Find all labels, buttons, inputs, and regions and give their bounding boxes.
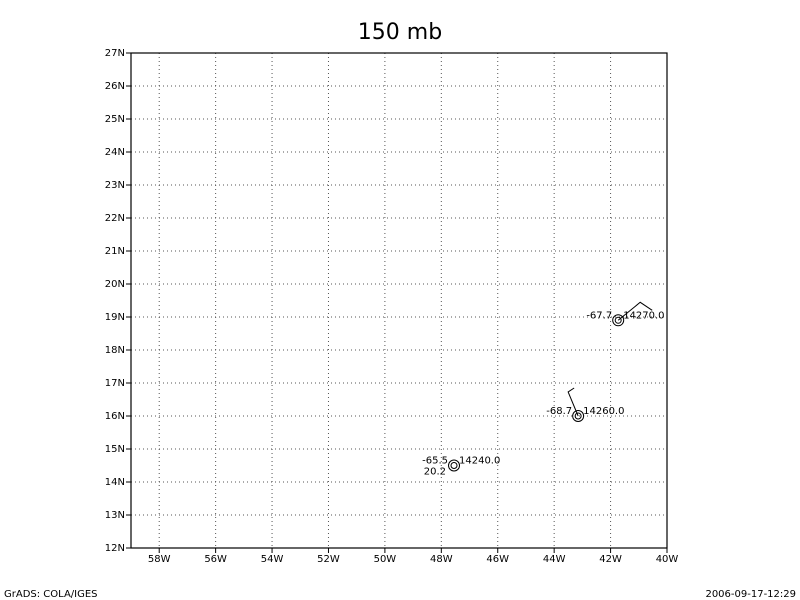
x-tick-label: 40W bbox=[656, 554, 679, 565]
x-tick-label: 56W bbox=[204, 554, 227, 565]
x-tick-label: 42W bbox=[599, 554, 622, 565]
y-tick-label: 12N bbox=[105, 543, 125, 554]
y-tick-label: 22N bbox=[105, 213, 125, 224]
x-tick-label: 52W bbox=[317, 554, 340, 565]
x-tick-label: 54W bbox=[261, 554, 284, 565]
y-tick-label: 17N bbox=[105, 378, 125, 389]
y-tick-label: 14N bbox=[105, 477, 125, 488]
y-tick-label: 15N bbox=[105, 444, 125, 455]
station-temperature: -68.7 bbox=[546, 406, 572, 417]
station-temperature: -65.5 bbox=[422, 456, 448, 467]
station-inner bbox=[450, 462, 458, 469]
y-tick-label: 20N bbox=[105, 279, 125, 290]
footer-left: GrADS: COLA/IGES bbox=[4, 589, 98, 600]
y-tick-label: 13N bbox=[105, 510, 125, 521]
station-height: 14270.0 bbox=[623, 310, 664, 321]
station-inner bbox=[614, 316, 622, 324]
station-dewpoint: 20.2 bbox=[424, 467, 446, 478]
y-tick-label: 18N bbox=[105, 345, 125, 356]
station-height: 14240.0 bbox=[459, 456, 500, 467]
station-inner bbox=[574, 412, 582, 420]
y-tick-label: 25N bbox=[105, 114, 125, 125]
x-tick-label: 46W bbox=[486, 554, 509, 565]
y-tick-label: 26N bbox=[105, 81, 125, 92]
station-temperature: -67.7 bbox=[586, 310, 612, 321]
y-tick-label: 21N bbox=[105, 246, 125, 257]
y-tick-label: 27N bbox=[105, 48, 125, 59]
x-tick-label: 58W bbox=[148, 554, 171, 565]
y-tick-label: 16N bbox=[105, 411, 125, 422]
station-outer bbox=[612, 314, 625, 327]
station-outer bbox=[572, 410, 585, 422]
footer-right: 2006-09-17-12:29 bbox=[705, 589, 796, 600]
wind-barb bbox=[617, 301, 653, 321]
x-tick-label: 44W bbox=[543, 554, 566, 565]
map-frame bbox=[130, 52, 668, 549]
y-tick-label: 19N bbox=[105, 312, 125, 323]
y-tick-label: 23N bbox=[105, 180, 125, 191]
x-tick-label: 48W bbox=[430, 554, 453, 565]
station-height: 14260.0 bbox=[583, 406, 624, 417]
wind-barb bbox=[567, 387, 579, 417]
y-tick-label: 24N bbox=[105, 147, 125, 158]
title: 150 mb bbox=[358, 20, 442, 45]
station-outer bbox=[448, 459, 461, 472]
x-tick-label: 50W bbox=[374, 554, 397, 565]
